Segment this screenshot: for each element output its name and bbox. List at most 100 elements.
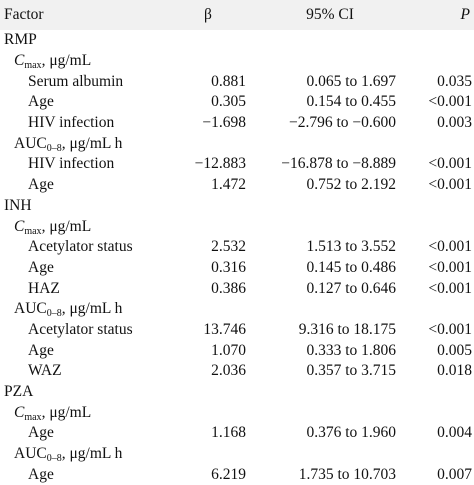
cell-factor: Age <box>28 341 54 359</box>
group-row: Cmax, μg/mL <box>0 402 474 423</box>
group-label-subscript: 0–8 <box>46 142 62 154</box>
cell-beta: 0.316 <box>211 258 246 276</box>
cell-ci: 0.154 to 0.455 <box>306 93 396 111</box>
cell-ci: 0.065 to 1.697 <box>306 72 396 90</box>
group-label-subscript: max <box>24 225 42 237</box>
cell-p: 0.035 <box>437 72 472 90</box>
cell-ci: 0.357 to 3.715 <box>306 362 396 380</box>
table-row: Acetylator status 13.746 9.316 to 18.175 <0… <box>0 320 474 341</box>
section-row: RMP <box>0 30 474 51</box>
cell-p: 0.018 <box>437 362 472 380</box>
cell-beta: −12.883 <box>194 155 246 173</box>
group-row: AUC0–8, μg/mL h <box>0 133 474 154</box>
cell-beta: 2.036 <box>211 362 246 380</box>
cell-ci: 0.145 to 0.486 <box>306 258 396 276</box>
table-row: HAZ 0.386 0.127 to 0.646 <0.001 <box>0 278 474 299</box>
group-label: AUC0–8, μg/mL h <box>0 444 474 465</box>
group-label-unit: , μg/mL <box>41 52 92 70</box>
group-label-unit: , μg/mL h <box>61 134 123 152</box>
group-label-unit: , μg/mL h <box>61 445 123 463</box>
cell-ci: 9.316 to 18.175 <box>298 320 396 338</box>
cell-factor: Age <box>28 424 54 442</box>
cell-beta: 0.305 <box>211 93 246 111</box>
cell-p: <0.001 <box>428 320 472 338</box>
group-label-subscript: max <box>24 60 42 72</box>
cell-factor: HAZ <box>28 279 60 297</box>
cell-factor: Age <box>28 465 54 483</box>
group-label: Cmax, μg/mL <box>0 216 474 237</box>
drug-label: RMP <box>4 31 37 49</box>
group-label-main: AUC <box>14 445 47 463</box>
table-row: Age 0.305 0.154 to 0.455 <0.001 <box>0 92 474 113</box>
header-ci: 95% CI <box>306 6 354 23</box>
header-beta: β <box>204 6 212 23</box>
cell-p: <0.001 <box>428 258 472 276</box>
table-row: Serum albumin 0.881 0.065 to 1.697 0.035 <box>0 71 474 92</box>
cell-ci: 1.735 to 10.703 <box>298 465 396 483</box>
section-row: INH <box>0 196 474 217</box>
group-label-main: C <box>14 217 25 235</box>
group-label-subscript: 0–8 <box>46 308 62 320</box>
table-header: Factor β 95% CI P <box>0 0 474 30</box>
group-label-main: AUC <box>14 134 47 152</box>
cell-beta: 1.070 <box>211 341 246 359</box>
cell-factor: Age <box>28 93 54 111</box>
group-row: Cmax, μg/mL <box>0 51 474 72</box>
group-label-subscript: 0–8 <box>46 453 62 465</box>
table-row: HIV infection −12.883 −16.878 to −8.889 <0.… <box>0 154 474 175</box>
group-label-main: C <box>14 52 25 70</box>
cell-p: <0.001 <box>428 176 472 194</box>
table-row: Age 1.168 0.376 to 1.960 0.004 <box>0 423 474 444</box>
drug-label: PZA <box>4 383 34 401</box>
group-label-unit: , μg/mL <box>41 217 92 235</box>
cell-beta: 6.219 <box>211 465 246 483</box>
cell-factor: Age <box>28 258 54 276</box>
cell-beta: −1.698 <box>202 114 246 132</box>
table-row: WAZ 2.036 0.357 to 3.715 0.018 <box>0 361 474 382</box>
group-label: Cmax, μg/mL <box>0 51 474 72</box>
cell-ci: 1.513 to 3.552 <box>306 238 396 256</box>
cell-beta: 13.746 <box>203 320 246 338</box>
header-factor: Factor <box>4 6 44 23</box>
cell-beta: 0.386 <box>211 279 246 297</box>
cell-ci: −16.878 to −8.889 <box>281 155 396 173</box>
group-label-subscript: max <box>24 411 42 423</box>
group-label-unit: , μg/mL h <box>61 300 123 318</box>
table-row: Acetylator status 2.532 1.513 to 3.552 <0.0… <box>0 237 474 258</box>
cell-p: 0.007 <box>437 465 472 483</box>
group-row: AUC0–8, μg/mL h <box>0 444 474 465</box>
cell-p: <0.001 <box>428 93 472 111</box>
cell-beta: 2.532 <box>211 238 246 256</box>
group-label-unit: , μg/mL <box>41 403 92 421</box>
group-label: AUC0–8, μg/mL h <box>0 299 474 320</box>
table-row: Age 0.316 0.145 to 0.486 <0.001 <box>0 258 474 279</box>
cell-factor: HIV infection <box>28 155 115 173</box>
table-row: Age 6.219 1.735 to 10.703 0.007 <box>0 464 474 485</box>
header-p: P <box>460 6 470 23</box>
cell-factor: Age <box>28 176 54 194</box>
cell-p: <0.001 <box>428 279 472 297</box>
cell-p: 0.004 <box>437 424 472 442</box>
cell-factor: Acetylator status <box>28 320 133 338</box>
cell-ci: −2.796 to −0.600 <box>288 114 396 132</box>
section-row: PZA <box>0 382 474 403</box>
cell-beta: 0.881 <box>211 72 246 90</box>
cell-p: <0.001 <box>428 238 472 256</box>
table-row: Age 1.070 0.333 to 1.806 0.005 <box>0 340 474 361</box>
header-row: Factor β 95% CI P <box>0 0 474 30</box>
cell-factor: Acetylator status <box>28 238 133 256</box>
group-label-main: C <box>14 403 25 421</box>
cell-factor: WAZ <box>28 362 62 380</box>
cell-ci: 0.376 to 1.960 <box>306 424 396 442</box>
cell-ci: 0.752 to 2.192 <box>306 176 396 194</box>
group-label: Cmax, μg/mL <box>0 402 474 423</box>
cell-beta: 1.168 <box>211 424 246 442</box>
cell-p: <0.001 <box>428 155 472 173</box>
group-row: AUC0–8, μg/mL h <box>0 299 474 320</box>
cell-p: 0.005 <box>437 341 472 359</box>
table-row: HIV infection −1.698 −2.796 to −0.600 0.003 <box>0 113 474 134</box>
group-row: Cmax, μg/mL <box>0 216 474 237</box>
group-label-main: AUC <box>14 300 47 318</box>
